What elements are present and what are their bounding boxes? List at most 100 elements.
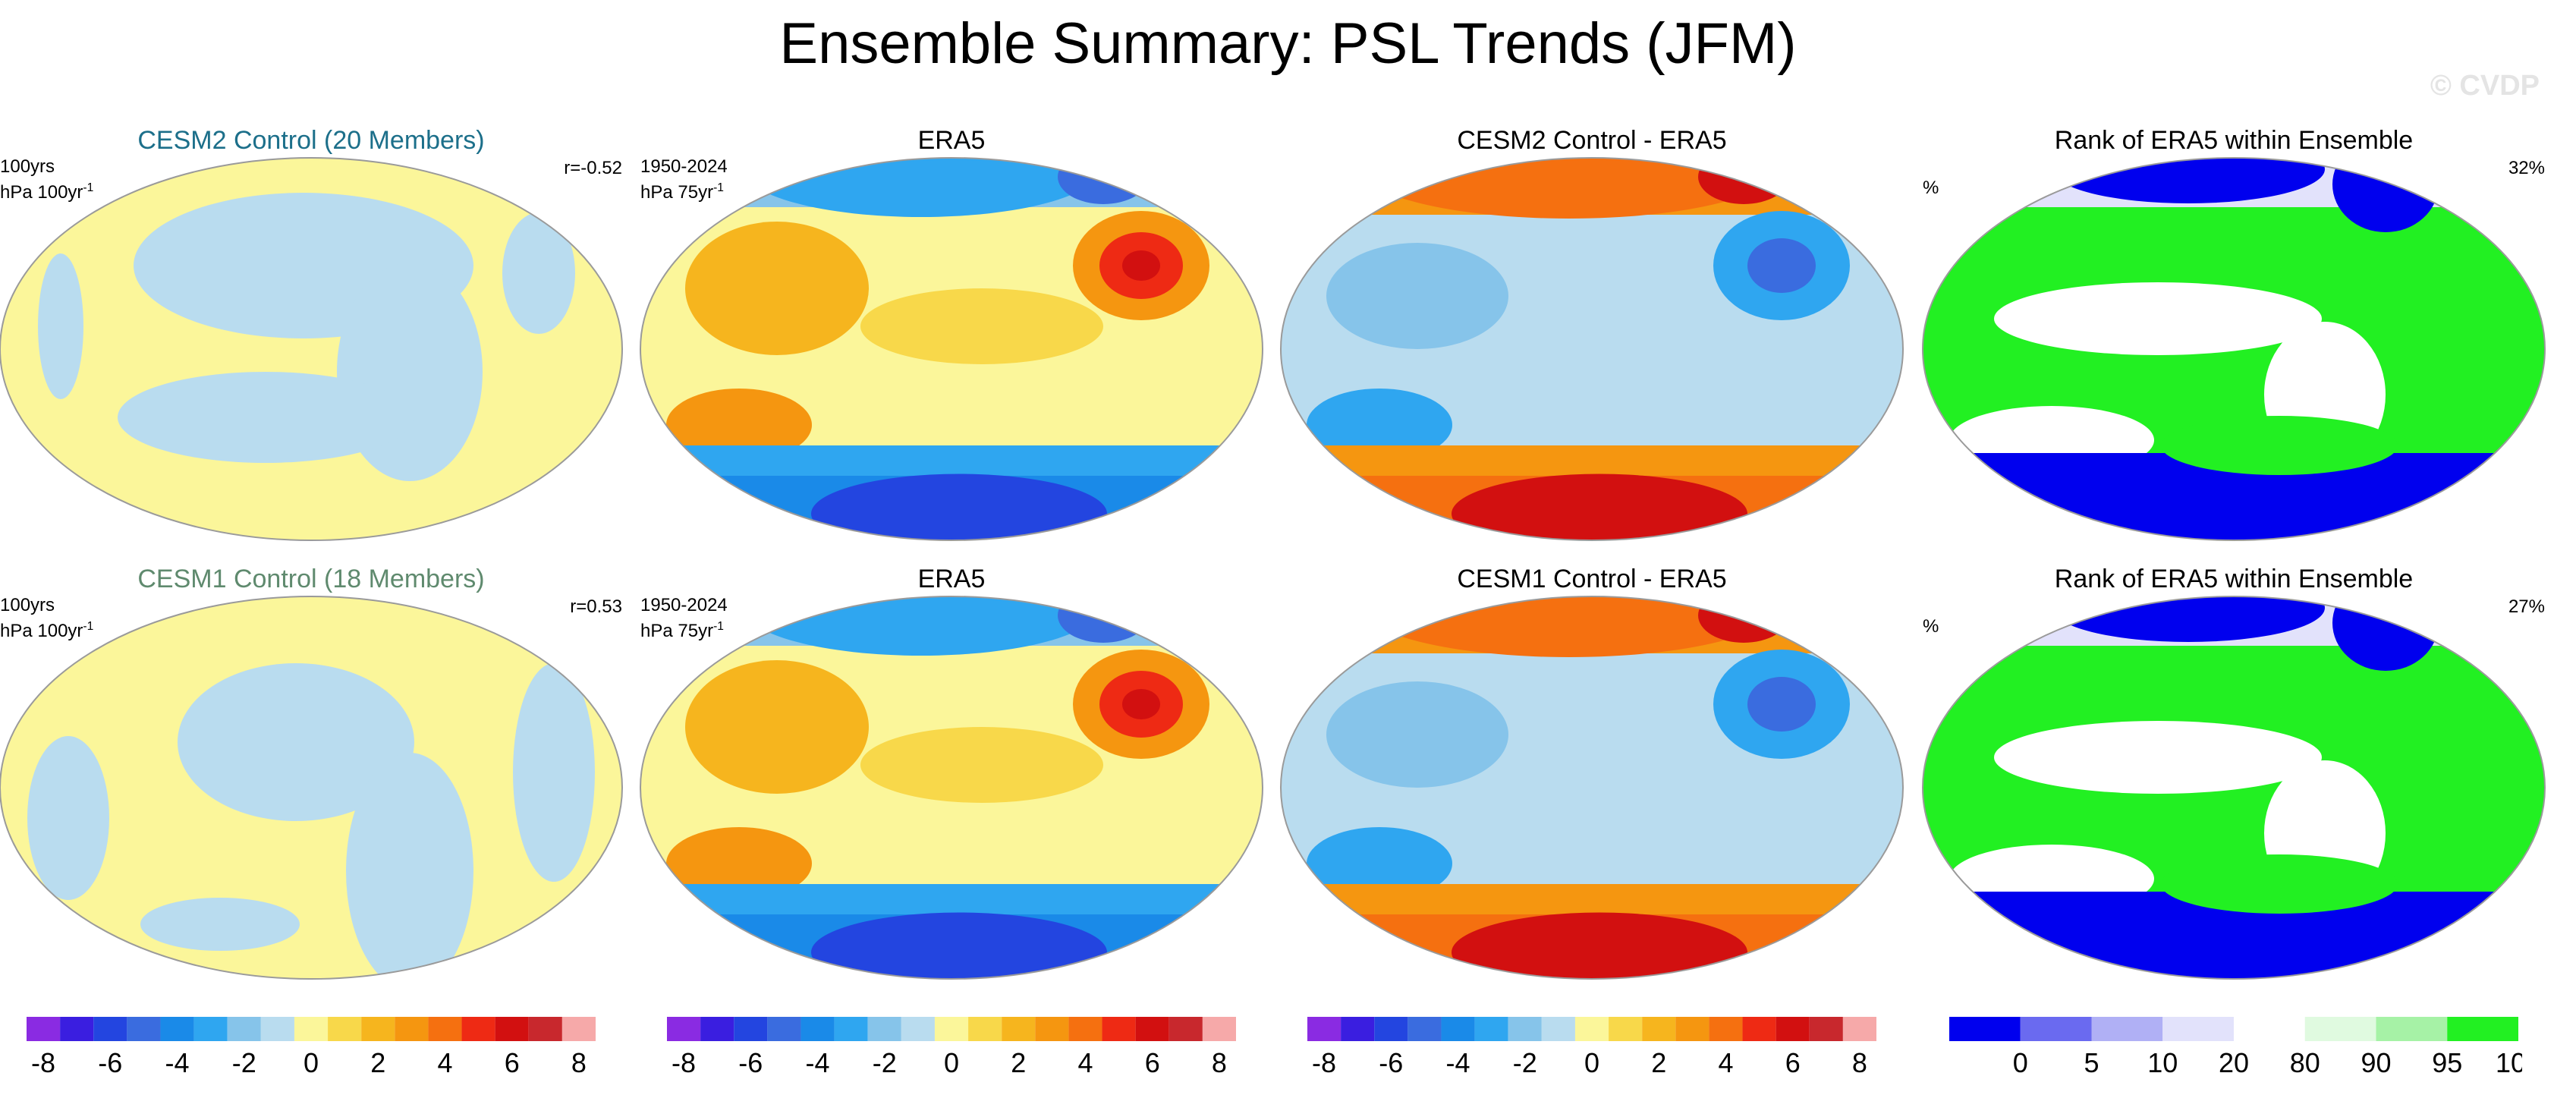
- colorbar-tick-label: -4: [806, 1047, 830, 1078]
- map-outline: [0, 596, 623, 980]
- colorbar-swatch: [495, 1017, 529, 1041]
- map-panel-rank: [1922, 596, 2546, 980]
- colorbar-tick-label: -2: [873, 1047, 897, 1078]
- panel-units: hPa 100yr-1: [0, 181, 94, 203]
- panel-units: hPa 75yr-1: [640, 620, 724, 641]
- colorbar-swatch: [1002, 1017, 1036, 1041]
- panel-title: CESM1 Control - ERA5: [1457, 565, 1727, 593]
- map-field: [640, 158, 1263, 540]
- colorbar-swatch: [1408, 1017, 1442, 1041]
- panel-units-label: .%: [1923, 156, 1939, 199]
- colorbar-tick-label: -6: [98, 1047, 122, 1078]
- panel-units: hPa 75yr-1: [640, 181, 724, 203]
- colorbar-tick-label: 4: [437, 1047, 452, 1078]
- trend-region: [1326, 243, 1508, 349]
- colorbar-swatch: [901, 1017, 935, 1041]
- colorbar-tick-label: -8: [31, 1047, 55, 1078]
- colorbar-tick-label: -8: [1312, 1047, 1336, 1078]
- panel-title: Rank of ERA5 within Ensemble: [2054, 126, 2414, 155]
- colorbar-swatch: [2234, 1017, 2305, 1041]
- trend-region: [513, 663, 595, 882]
- trend-region: [27, 736, 109, 900]
- colorbar-tick-label: 6: [505, 1047, 520, 1078]
- trend-region: [1747, 677, 1816, 732]
- map-outline: [640, 157, 1263, 541]
- colorbar-swatch: [294, 1017, 329, 1041]
- panel-period: 1950-2024: [640, 595, 728, 615]
- colorbar-tick-label: 4: [1718, 1047, 1733, 1078]
- map-field: [0, 158, 622, 540]
- trend-region: [1307, 389, 1452, 461]
- colorbar-swatch: [1609, 1017, 1643, 1041]
- map-field: [1923, 596, 2545, 979]
- colorbar-swatch: [867, 1017, 901, 1041]
- colorbar-tick-label: -4: [165, 1047, 190, 1078]
- panel-units: %: [1923, 616, 1939, 637]
- colorbar-swatch: [934, 1017, 969, 1041]
- colorbar-tick-label: -2: [1513, 1047, 1537, 1078]
- colorbar-swatch: [1474, 1017, 1508, 1041]
- panel-title: CESM2 Control (20 Members): [137, 126, 485, 155]
- map-panel-diff: [1280, 157, 1904, 541]
- trend-region: [1122, 689, 1160, 719]
- map-outline: [1280, 596, 1904, 980]
- map-field: [1923, 158, 2545, 540]
- colorbar-swatch: [561, 1017, 596, 1041]
- panel-stat-label: 27%: [2508, 596, 2545, 617]
- trend-region: [1747, 238, 1816, 293]
- colorbar-swatch: [1776, 1017, 1810, 1041]
- panel-units-label: 1950-2024 hPa 75yr-1: [640, 156, 728, 203]
- colorbar-tick-label: 8: [571, 1047, 587, 1078]
- trend-region: [502, 212, 575, 334]
- colorbar-swatch: [2162, 1017, 2234, 1041]
- colorbar-swatch: [1508, 1017, 1542, 1041]
- trend-region: [118, 372, 414, 463]
- trend-region: [38, 253, 83, 399]
- colorbar-swatch: [1441, 1017, 1475, 1041]
- colorbar-tick-label: 4: [1077, 1047, 1093, 1078]
- map-field: [640, 596, 1263, 979]
- colorbar-swatch: [1809, 1017, 1843, 1041]
- map-panel-obs: [640, 596, 1263, 980]
- panel-units: hPa 100yr-1: [0, 620, 94, 641]
- colorbar-swatch: [834, 1017, 868, 1041]
- rank-region: [1994, 721, 2322, 794]
- trend-region: [860, 288, 1103, 364]
- trend-colorbar: -8 -6 -4 -2 0 2 4 6 8: [27, 1017, 596, 1078]
- panel-stat-label: 32%: [2508, 158, 2545, 178]
- panel-title: ERA5: [917, 565, 986, 593]
- colorbar-swatch: [1035, 1017, 1069, 1041]
- colorbar-swatch: [1341, 1017, 1375, 1041]
- map-panel-ens: [0, 157, 623, 541]
- colorbar-tick-label: 95: [2432, 1047, 2462, 1078]
- colorbar-tick-label: -4: [1446, 1047, 1470, 1078]
- colorbar-tick-label: 5: [2084, 1047, 2099, 1078]
- page-title: Ensemble Summary: PSL Trends (JFM): [779, 11, 1797, 76]
- colorbar-swatch: [667, 1017, 701, 1041]
- panel-units-label: 100yrs hPa 100yr-1: [0, 156, 93, 203]
- colorbar-swatch: [2304, 1017, 2376, 1041]
- colorbar-swatch: [461, 1017, 495, 1041]
- colorbar-tick-label: 8: [1852, 1047, 1867, 1078]
- colorbar-tick-label: 6: [1785, 1047, 1801, 1078]
- colorbar-tick-label: 6: [1145, 1047, 1160, 1078]
- colorbar-swatch: [2447, 1017, 2518, 1041]
- map-field: [1281, 158, 1903, 540]
- rank-region: [2161, 854, 2398, 914]
- panel-units-label: 100yrs hPa 100yr-1: [0, 595, 93, 642]
- colorbar-tick-label: 80: [2290, 1047, 2320, 1078]
- panel-title: CESM2 Control - ERA5: [1457, 126, 1727, 155]
- colorbar-swatch: [528, 1017, 562, 1041]
- trend-region: [1122, 250, 1160, 281]
- panel-units-label: .%: [1923, 595, 1939, 637]
- colorbar-swatch: [1135, 1017, 1169, 1041]
- map-panel-obs: [640, 157, 1263, 541]
- colorbar-swatch: [1949, 1017, 2021, 1041]
- colorbar-swatch: [1642, 1017, 1676, 1041]
- colorbar-swatch: [93, 1017, 127, 1041]
- colorbar-swatch: [328, 1017, 362, 1041]
- trend-region: [1357, 596, 1782, 657]
- colorbar-tick-label: 0: [1584, 1047, 1599, 1078]
- colorbar-swatch: [1574, 1017, 1609, 1041]
- colorbar-tick-label: -2: [232, 1047, 256, 1078]
